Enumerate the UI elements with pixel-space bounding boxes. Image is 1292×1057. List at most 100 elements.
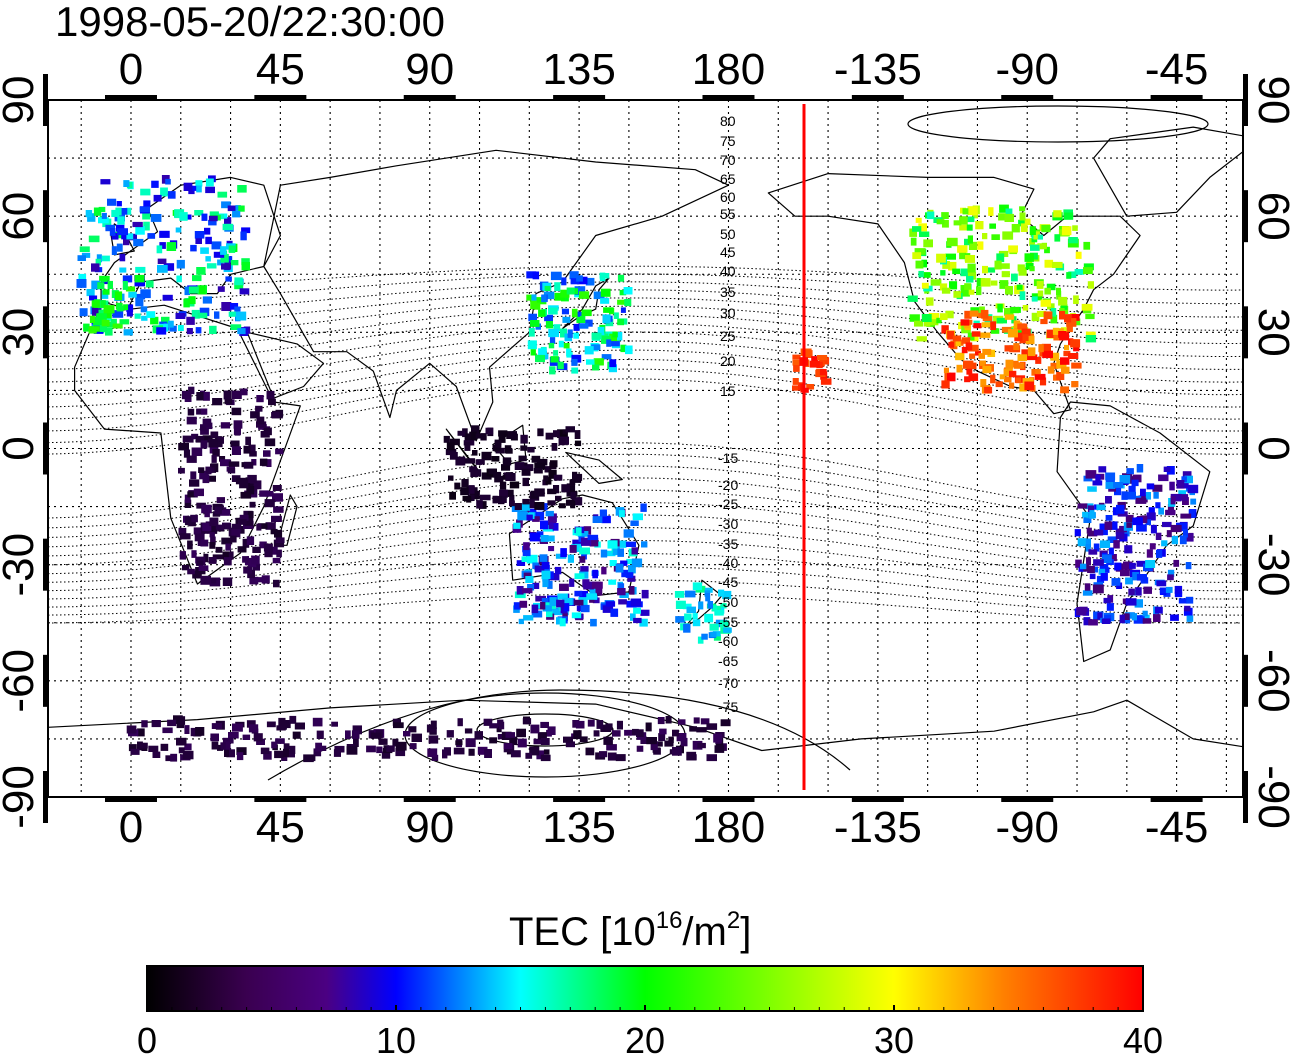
tec-cell — [692, 613, 698, 620]
frame-tick-top — [254, 95, 307, 100]
tec-cell — [194, 533, 205, 542]
tec-cell — [941, 380, 950, 389]
tec-cell — [224, 748, 229, 757]
tec-cell — [117, 216, 125, 225]
dip-label: 35 — [720, 284, 736, 300]
tec-cell — [1165, 509, 1176, 516]
tec-cell — [1029, 266, 1035, 272]
tec-cell — [200, 428, 209, 435]
tec-cell — [83, 323, 90, 332]
tec-cell — [597, 326, 605, 336]
tec-cell — [178, 443, 189, 451]
tec-cell — [984, 386, 993, 394]
tec-cell — [91, 263, 100, 272]
tec-cell — [1077, 503, 1088, 509]
tec-cell — [211, 741, 219, 750]
tec-cell — [116, 305, 124, 312]
tec-cell — [205, 236, 212, 245]
tec-cell — [625, 572, 634, 578]
tec-cell — [259, 541, 267, 549]
tec-cell — [613, 312, 619, 319]
tec-cell — [516, 728, 526, 738]
tec-cell — [620, 560, 628, 566]
tec-cell — [538, 309, 546, 317]
tec-cell — [1099, 529, 1108, 536]
colorbar-tick-label: 20 — [625, 1020, 665, 1057]
tec-cell — [210, 733, 219, 742]
dip-label: 45 — [720, 244, 736, 260]
frame-tick-left — [43, 654, 48, 707]
frame-tick-bottom — [1150, 797, 1203, 802]
tec-cell — [529, 746, 540, 756]
tec-cell — [907, 295, 918, 302]
tec-cell — [589, 588, 597, 596]
tec-cell — [192, 570, 202, 579]
tec-cell — [272, 557, 281, 564]
tec-cell — [228, 732, 239, 739]
tec-cell — [942, 220, 949, 228]
tec-cell — [457, 718, 463, 727]
tec-cell — [78, 273, 87, 280]
tec-cell — [455, 740, 463, 746]
tec-cell — [1103, 597, 1111, 604]
tec-cell — [1136, 574, 1147, 581]
tec-cell — [123, 304, 129, 311]
colorbar-ticks: 0 10 20 30 40 — [137, 1005, 1163, 1057]
tec-cell — [98, 217, 109, 224]
tec-cell — [545, 432, 554, 440]
tec-cell — [187, 540, 193, 550]
tec-cell — [1024, 381, 1034, 391]
tec-cell — [630, 520, 639, 526]
tec-cell — [923, 272, 931, 278]
tec-cell — [659, 728, 667, 735]
tec-cell — [289, 715, 297, 724]
tec-cell — [183, 449, 191, 458]
tec-cell — [982, 233, 988, 240]
tec-cell — [558, 503, 566, 509]
lon-tick-label: -135 — [834, 803, 922, 852]
tec-cell — [547, 580, 553, 589]
tec-cell — [1053, 210, 1062, 218]
tec-cell — [543, 475, 549, 482]
dip-label: -45 — [718, 574, 738, 590]
tec-cell — [128, 744, 137, 752]
tec-cell — [209, 517, 219, 527]
tec-cell — [1013, 343, 1020, 350]
tec-cell — [159, 230, 170, 238]
tec-cell — [505, 473, 516, 481]
tec-cell — [208, 215, 218, 222]
tec-cell — [1043, 311, 1053, 320]
tec-cell — [990, 374, 996, 384]
lon-tick-label: -45 — [1145, 45, 1209, 94]
tec-cell — [100, 300, 106, 308]
tec-cell — [483, 718, 493, 726]
tec-cell — [517, 738, 527, 748]
tec-cell — [221, 201, 231, 209]
tec-cell — [546, 729, 552, 737]
tec-cell — [544, 285, 551, 291]
tec-cell — [123, 236, 130, 246]
tec-cell — [723, 627, 732, 633]
tec-cell — [122, 281, 128, 290]
tec-cell — [1162, 521, 1172, 528]
tec-cell — [505, 489, 514, 497]
tec-cell — [680, 737, 688, 747]
tec-cell — [217, 286, 225, 292]
frame-tick-bottom — [851, 797, 904, 802]
tec-cell — [646, 737, 657, 745]
tec-cell — [228, 311, 238, 317]
tec-cell — [535, 354, 545, 363]
tec-cell — [705, 587, 713, 593]
tec-cell — [259, 458, 268, 466]
tec-cell — [1084, 583, 1091, 591]
tec-cell — [231, 407, 242, 416]
tec-cell — [672, 747, 682, 756]
tec-cell — [959, 216, 968, 225]
tec-cell — [148, 745, 159, 752]
tec-cell — [587, 719, 595, 727]
tec-cell — [236, 747, 247, 755]
tec-cell — [548, 573, 560, 581]
tec-cell — [1083, 617, 1091, 626]
dip-contour — [48, 340, 1243, 408]
